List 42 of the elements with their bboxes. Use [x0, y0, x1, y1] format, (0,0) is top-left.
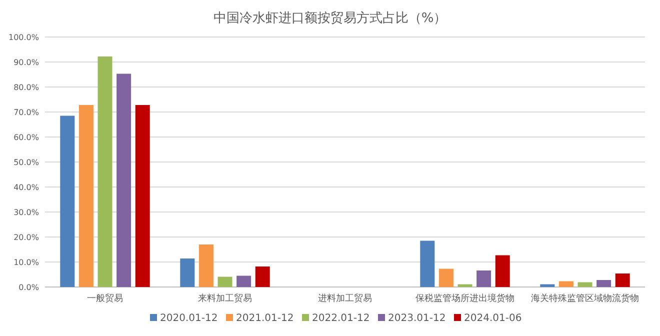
y-tick-label: 80.0%: [14, 83, 40, 92]
legend-label: 2020.01-12: [160, 313, 218, 324]
y-tick-label: 50.0%: [14, 158, 40, 167]
bar: [438, 268, 454, 287]
y-tick-label: 100.0%: [8, 33, 40, 42]
y-tick-label: 60.0%: [14, 133, 40, 142]
y-tick-label: 10.0%: [14, 258, 40, 267]
chart-title: 中国冷水虾进口额按贸易方式占比（%）: [213, 10, 447, 26]
bar: [615, 274, 630, 287]
bar: [458, 284, 472, 287]
x-tick-label: 进料加工贸易: [318, 293, 372, 304]
bar: [116, 74, 132, 287]
x-tick-label: 一般贸易: [87, 293, 123, 304]
legend-label: 2024.01-06: [464, 313, 522, 324]
bar: [540, 284, 555, 287]
bar: [78, 105, 94, 287]
y-tick-label: 30.0%: [14, 208, 40, 217]
bar: [60, 116, 75, 287]
bar: [218, 276, 232, 287]
bar: [420, 240, 435, 287]
x-tick-label: 海关特殊监管区域物流货物: [531, 293, 639, 304]
bar: [98, 56, 112, 287]
bar: [558, 281, 574, 287]
bar: [255, 266, 270, 287]
x-tick-label: 保税监管场所进出境货物: [416, 293, 514, 304]
legend-label: 2023.01-12: [388, 313, 446, 324]
bar: [596, 280, 612, 287]
legend-label: 2021.01-12: [236, 313, 294, 324]
bar: [495, 255, 510, 287]
y-tick-label: 70.0%: [14, 108, 40, 117]
legend-label: 2022.01-12: [312, 313, 370, 324]
bar: [135, 105, 150, 287]
bar: [198, 244, 214, 287]
y-tick-label: 90.0%: [14, 58, 40, 67]
bar: [578, 282, 592, 287]
bar: [236, 276, 252, 287]
bar: [180, 258, 195, 287]
x-tick-label: 来料加工贸易: [198, 293, 252, 304]
bar: [476, 270, 492, 287]
y-tick-label: 0.0%: [18, 283, 40, 292]
y-tick-label: 40.0%: [14, 183, 40, 192]
y-tick-label: 20.0%: [14, 233, 40, 242]
